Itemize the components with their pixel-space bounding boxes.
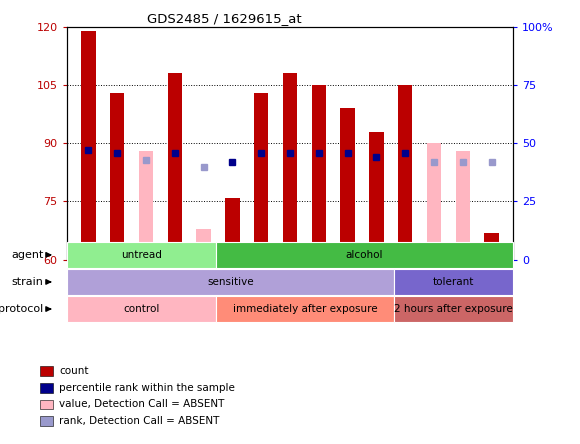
Bar <box>398 85 412 260</box>
Bar <box>340 108 355 260</box>
Bar <box>67 242 216 268</box>
Bar <box>456 151 470 260</box>
Bar <box>139 151 153 260</box>
Bar <box>110 93 124 260</box>
Text: agent: agent <box>11 250 44 260</box>
Bar <box>394 269 513 295</box>
Text: percentile rank within the sample: percentile rank within the sample <box>59 383 235 392</box>
Text: strain: strain <box>12 277 43 287</box>
Text: control: control <box>123 304 160 314</box>
Bar <box>254 93 269 260</box>
Bar <box>484 233 499 260</box>
Text: rank, Detection Call = ABSENT: rank, Detection Call = ABSENT <box>59 416 220 426</box>
Bar <box>311 85 326 260</box>
Bar <box>283 73 297 260</box>
Text: count: count <box>59 366 89 376</box>
Text: alcohol: alcohol <box>346 250 383 260</box>
Bar <box>81 31 96 260</box>
Text: tolerant: tolerant <box>433 277 474 287</box>
Bar <box>40 400 53 409</box>
Bar <box>197 229 211 260</box>
Bar <box>67 296 216 322</box>
Bar <box>225 198 240 260</box>
Text: 2 hours after exposure: 2 hours after exposure <box>394 304 513 314</box>
Text: GDS2485 / 1629615_at: GDS2485 / 1629615_at <box>147 12 302 25</box>
Text: value, Detection Call = ABSENT: value, Detection Call = ABSENT <box>59 399 224 409</box>
Bar <box>369 131 383 260</box>
Bar <box>40 416 53 426</box>
Bar <box>394 296 513 322</box>
Text: protocol: protocol <box>0 304 44 314</box>
Bar <box>216 296 394 322</box>
Bar <box>427 143 441 260</box>
Bar <box>40 383 53 393</box>
Text: untread: untread <box>121 250 162 260</box>
Bar <box>216 242 513 268</box>
Text: sensitive: sensitive <box>207 277 254 287</box>
Bar <box>67 269 394 295</box>
Bar <box>40 366 53 376</box>
Text: immediately after exposure: immediately after exposure <box>233 304 377 314</box>
Bar <box>168 73 182 260</box>
